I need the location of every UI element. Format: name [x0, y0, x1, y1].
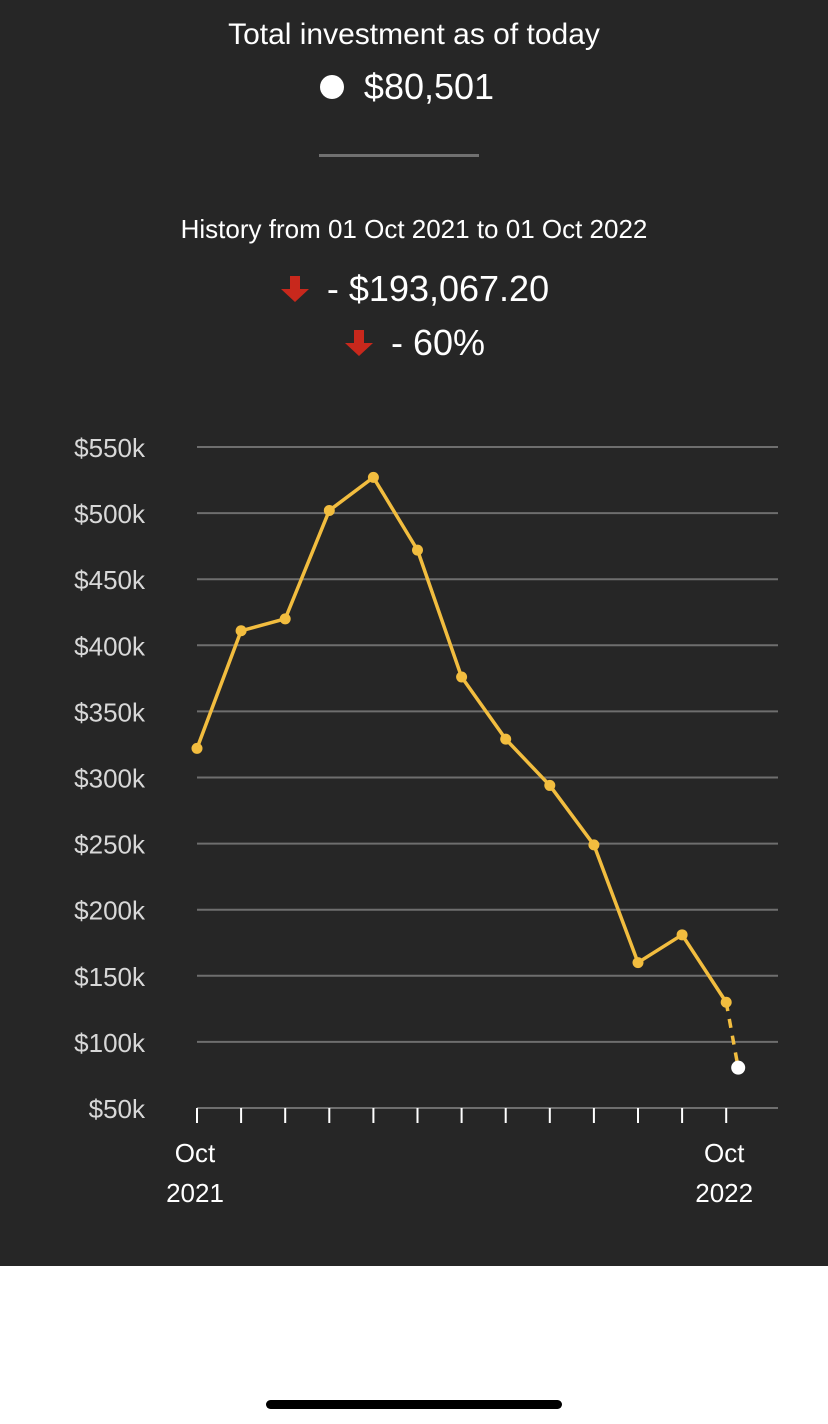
change-amount-row: - $193,067.20: [0, 268, 828, 310]
data-point: [235, 625, 247, 637]
x-tick-label: Oct: [175, 1138, 216, 1168]
y-tick-label: $200k: [74, 896, 146, 926]
data-point: [720, 996, 732, 1008]
total-investment: $80,501: [0, 66, 828, 108]
today-dot-icon: [319, 75, 344, 99]
investment-history-chart: $50k $100k $150k $200k $250k $300k $350k $400k $…: [74, 433, 778, 1208]
y-tick-label: $350k: [74, 697, 146, 727]
data-point: [456, 671, 468, 683]
data-point: [279, 613, 291, 625]
change-percent-row: - 60%: [0, 322, 828, 364]
data-point: [367, 471, 379, 483]
y-tick-label: $300k: [74, 764, 146, 794]
y-tick-label: $400k: [74, 631, 146, 661]
y-tick-label: $500k: [74, 499, 146, 529]
data-point: [588, 839, 600, 851]
total-investment-value: $80,501: [363, 66, 495, 107]
history-range-label: History from 01 Oct 2021 to 01 Oct 2022: [180, 214, 648, 244]
y-tick-label: $250k: [74, 830, 146, 860]
y-tick-label: $100k: [74, 1028, 146, 1058]
today-dashed-line: [724, 1001, 740, 1068]
y-tick-label: $550k: [74, 433, 146, 463]
data-point: [544, 779, 556, 791]
today-point: [731, 1060, 746, 1075]
data-point: [632, 957, 644, 969]
home-indicator[interactable]: [266, 1400, 562, 1409]
down-arrow-icon: [344, 330, 373, 356]
y-tick-label: $50k: [89, 1094, 146, 1124]
x-tick-label: Oct: [704, 1138, 745, 1168]
total-investment-title: Total investment as of today: [228, 18, 600, 51]
x-tick-label: 2021: [166, 1178, 224, 1208]
change-percent: - 60%: [390, 322, 486, 363]
down-arrow-icon: [280, 276, 309, 302]
y-tick-label: $150k: [74, 962, 146, 992]
series-line: [195, 475, 728, 1004]
change-amount: - $193,067.20: [326, 268, 550, 309]
data-point: [676, 929, 688, 941]
investment-panel: Total investment as of today $80,501 His…: [0, 0, 828, 1266]
divider: [319, 154, 479, 157]
data-point: [191, 742, 203, 754]
y-tick-label: $450k: [74, 565, 146, 595]
data-point: [500, 733, 512, 745]
data-point: [412, 544, 423, 556]
data-point: [323, 504, 335, 516]
x-tick-label: 2022: [695, 1178, 753, 1208]
